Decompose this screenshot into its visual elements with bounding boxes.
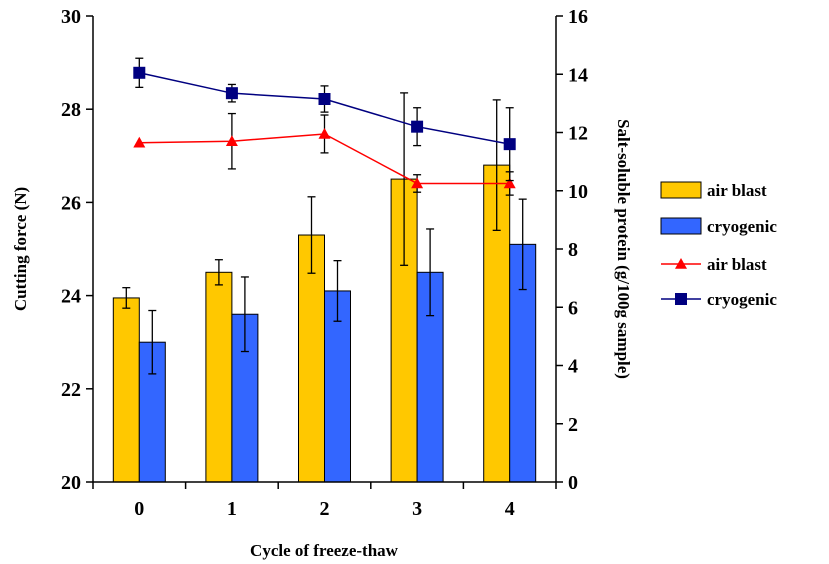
point-marker xyxy=(318,93,331,106)
x-tick-label: 4 xyxy=(505,498,515,520)
bar xyxy=(324,290,351,483)
legend-label: air blast xyxy=(707,181,767,200)
legend-marker xyxy=(675,258,687,269)
legend-swatch xyxy=(660,217,702,235)
x-axis-title: Cycle of freeze-thaw xyxy=(250,541,399,560)
x-tick-label: 2 xyxy=(320,498,330,520)
bar xyxy=(298,234,325,483)
point-marker xyxy=(318,127,331,139)
point-marker xyxy=(411,120,424,133)
legend-label: cryogenic xyxy=(707,217,777,236)
bar xyxy=(112,297,140,483)
y-left-tick-label: 24 xyxy=(61,286,81,308)
y-right-tick-label: 6 xyxy=(568,297,578,319)
legend-label: cryogenic xyxy=(707,290,777,309)
y-right-tick-label: 4 xyxy=(568,356,578,378)
point-marker xyxy=(133,66,146,79)
point-marker xyxy=(225,87,238,100)
point-marker xyxy=(133,136,146,148)
lines-layer xyxy=(133,57,516,196)
y-left-tick-label: 28 xyxy=(61,99,81,121)
x-tick-label: 0 xyxy=(134,498,144,520)
point-marker xyxy=(411,177,424,189)
legend-marker xyxy=(675,293,687,305)
y-right-tick-label: 0 xyxy=(568,472,578,494)
y-axis-right-title: Salt-soluble protein (g/100g sample) xyxy=(614,119,633,379)
bar xyxy=(205,271,233,483)
y-left-tick-label: 20 xyxy=(61,472,81,494)
x-tick-label: 3 xyxy=(412,498,422,520)
y-axis-left-title: Cutting force (N) xyxy=(11,187,30,311)
legend-swatch xyxy=(660,181,702,199)
legend: air blast cryogenic air blast cryogenic xyxy=(657,172,829,314)
y-right-tick-label: 10 xyxy=(568,181,588,203)
point-marker xyxy=(503,177,516,189)
y-right-tick-label: 16 xyxy=(568,6,588,28)
y-left-tick-label: 26 xyxy=(61,192,81,214)
y-left-tick-label: 22 xyxy=(61,379,81,401)
y-right-tick-label: 12 xyxy=(568,123,588,145)
y-right-tick-label: 2 xyxy=(568,414,578,436)
bars-layer xyxy=(112,164,537,483)
point-marker xyxy=(503,138,516,151)
point-marker xyxy=(225,135,238,147)
x-tick-label: 1 xyxy=(227,498,237,520)
bar xyxy=(138,341,166,483)
y-right-tick-label: 14 xyxy=(568,64,588,86)
y-right-tick-label: 8 xyxy=(568,239,578,261)
y-left-tick-label: 30 xyxy=(61,6,81,28)
legend-label: air blast xyxy=(707,255,767,274)
bar-error-bars xyxy=(122,92,527,375)
